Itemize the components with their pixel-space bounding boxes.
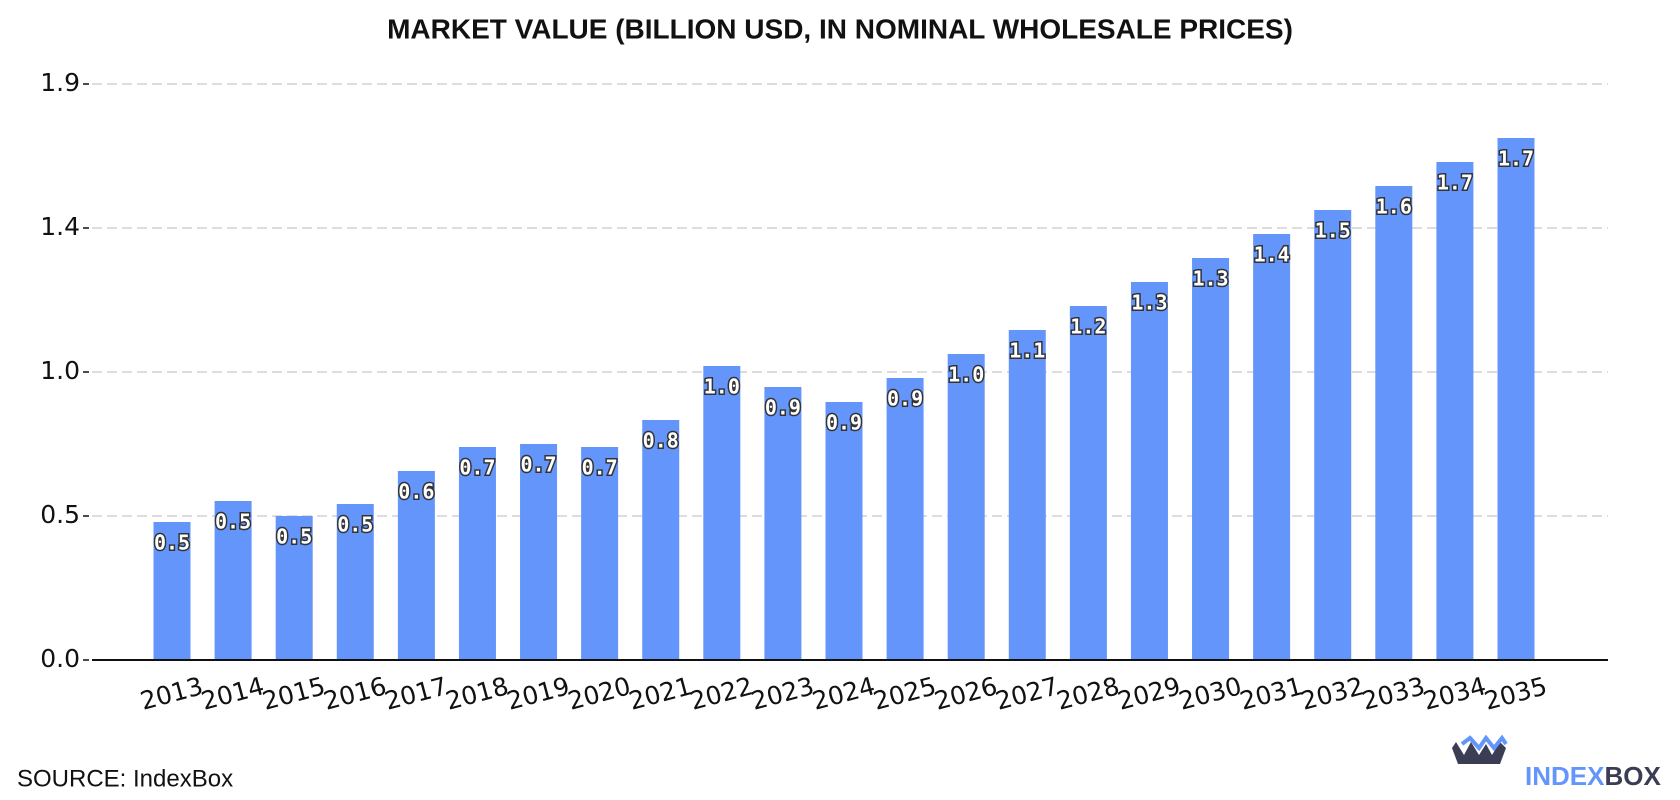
value-label: 0.8 <box>643 429 679 453</box>
value-label: 1.2 <box>1070 315 1106 339</box>
x-tick-label: 2032 <box>1298 671 1367 715</box>
x-tick-label: 2025 <box>870 671 939 715</box>
chart-title: MARKET VALUE (BILLION USD, IN NOMINAL WH… <box>387 13 1293 44</box>
x-tick-label: 2023 <box>748 671 817 715</box>
value-label: 1.5 <box>1315 219 1351 243</box>
bar <box>703 366 741 660</box>
y-tick-label: 0.5 <box>40 500 80 529</box>
y-tick-label: 1.9 <box>40 68 80 97</box>
value-label: 0.5 <box>276 525 312 549</box>
x-tick-label: 2018 <box>443 671 512 715</box>
bar <box>642 420 680 660</box>
bar <box>1008 330 1046 660</box>
x-tick-label: 2034 <box>1420 671 1489 715</box>
bar <box>1069 306 1107 660</box>
x-tick-label: 2019 <box>504 671 573 715</box>
value-label: 1.3 <box>1192 267 1228 291</box>
x-tick-label: 2033 <box>1359 671 1428 715</box>
value-label: 0.7 <box>582 456 618 480</box>
bar <box>1375 186 1413 660</box>
x-tick-label: 2021 <box>626 671 695 715</box>
logo-accent <box>1460 734 1508 752</box>
x-tick-label: 2022 <box>687 671 756 715</box>
value-label: 0.9 <box>826 411 862 435</box>
value-label: 1.7 <box>1498 147 1534 171</box>
x-tick-label: 2027 <box>992 671 1061 715</box>
value-label: 0.7 <box>459 456 495 480</box>
bar <box>275 516 313 660</box>
logo-text: INDEXBOX <box>1525 761 1661 791</box>
x-tick-label: 2035 <box>1481 671 1550 715</box>
y-tick-label: 1.0 <box>40 356 80 385</box>
x-tick-label: 2014 <box>198 671 267 715</box>
bar <box>886 378 924 660</box>
value-label: 0.9 <box>765 396 801 420</box>
bar <box>1130 282 1168 660</box>
x-tick-label: 2026 <box>931 671 1000 715</box>
x-tick-label: 2028 <box>1053 671 1122 715</box>
bar <box>1497 138 1535 660</box>
x-tick-label: 2030 <box>1176 671 1245 715</box>
value-label: 0.5 <box>154 531 190 555</box>
value-label: 0.5 <box>337 513 373 537</box>
value-label: 0.6 <box>398 480 434 504</box>
bar <box>581 447 619 660</box>
source: SOURCE: IndexBox <box>17 765 233 792</box>
bar <box>1436 162 1474 660</box>
bar <box>153 522 191 660</box>
logo-right: BOX <box>1604 761 1661 791</box>
bar <box>336 504 374 660</box>
y-tick-label: 1.4 <box>40 212 80 241</box>
value-label: 0.7 <box>520 453 556 477</box>
x-tick-label: 2013 <box>137 671 206 715</box>
value-label: 1.7 <box>1437 171 1473 195</box>
value-label: 0.5 <box>215 510 251 534</box>
logo-left: INDEX <box>1525 761 1605 791</box>
x-tick-label: 2029 <box>1115 671 1184 715</box>
bar <box>1314 210 1352 660</box>
bar <box>397 471 435 660</box>
x-tick-label: 2017 <box>381 671 450 715</box>
x-tick-label: 2024 <box>809 671 878 715</box>
value-label: 1.0 <box>948 363 984 387</box>
bar <box>458 447 496 660</box>
y-tick-label: 0.0 <box>40 644 80 673</box>
bar <box>1253 234 1291 660</box>
logo-shape <box>1452 742 1506 764</box>
x-tick-label: 2016 <box>320 671 389 715</box>
bar <box>825 402 863 660</box>
x-tick-label: 2015 <box>259 671 328 715</box>
value-label: 1.0 <box>704 375 740 399</box>
value-label: 0.9 <box>887 387 923 411</box>
value-label: 1.6 <box>1376 195 1412 219</box>
bar <box>520 444 558 660</box>
bar <box>764 387 802 660</box>
x-tick-label: 2020 <box>565 671 634 715</box>
value-label: 1.4 <box>1254 243 1290 267</box>
logo-icon <box>1452 734 1508 764</box>
bar <box>947 354 985 660</box>
value-label: 1.1 <box>1009 339 1045 363</box>
bar <box>214 501 252 660</box>
x-tick-label: 2031 <box>1237 671 1306 715</box>
bar <box>1192 258 1230 660</box>
value-label: 1.3 <box>1131 291 1167 315</box>
